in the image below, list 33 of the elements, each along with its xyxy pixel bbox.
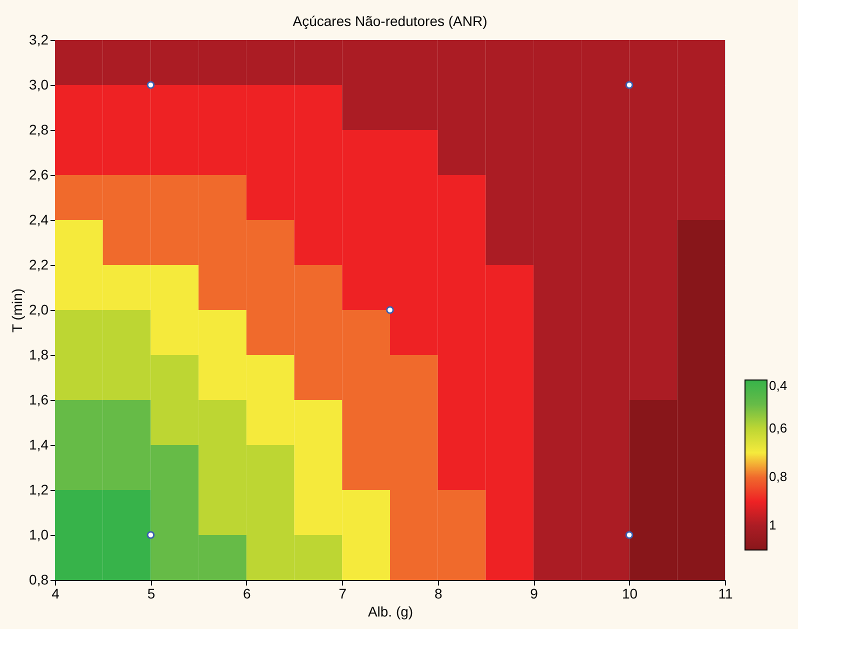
y-tick-label: 1,8 bbox=[29, 346, 49, 362]
y-tick-label: 1,6 bbox=[29, 392, 49, 408]
x-tick-label: 10 bbox=[622, 586, 638, 602]
color-bar-label: 0,4 bbox=[769, 378, 788, 393]
x-tick-label: 7 bbox=[338, 586, 347, 602]
x-tick-label: 4 bbox=[52, 586, 60, 602]
y-tick-label: 2,2 bbox=[29, 256, 49, 272]
y-tick-label: 2,6 bbox=[29, 166, 49, 182]
point bbox=[625, 531, 634, 539]
y-tick-label: 1,2 bbox=[29, 482, 49, 498]
y-tick-label: 2,8 bbox=[29, 122, 49, 138]
y-tick-label: 2,4 bbox=[29, 212, 49, 228]
color-bar-label: 0,8 bbox=[769, 469, 788, 484]
point bbox=[386, 306, 394, 314]
y-tick-label: 0,8 bbox=[29, 572, 49, 588]
x-tick-label: 11 bbox=[718, 586, 733, 602]
x-tick-label: 6 bbox=[243, 586, 252, 602]
x-tick-label: 9 bbox=[530, 586, 538, 602]
color-bar-label: 0,6 bbox=[769, 420, 788, 436]
y-tick-label: 2,0 bbox=[29, 302, 49, 318]
chart-title: Açúcares Não-redutores (ANR) bbox=[292, 13, 488, 29]
color-bar-label: 1 bbox=[769, 518, 776, 533]
x-tick-label: 8 bbox=[434, 586, 442, 602]
point bbox=[146, 531, 155, 539]
point bbox=[625, 81, 634, 89]
point bbox=[146, 81, 155, 89]
x-tick-label: 5 bbox=[147, 586, 156, 602]
y-tick-label: 1,0 bbox=[29, 526, 49, 542]
y-tick-label: 3,0 bbox=[29, 76, 49, 92]
y-tick-label: 1,4 bbox=[29, 436, 49, 452]
y-axis-title: T (min) bbox=[9, 288, 26, 333]
y-tick-label: 3,2 bbox=[29, 32, 49, 48]
x-axis-title: Alb. (g) bbox=[368, 604, 414, 620]
